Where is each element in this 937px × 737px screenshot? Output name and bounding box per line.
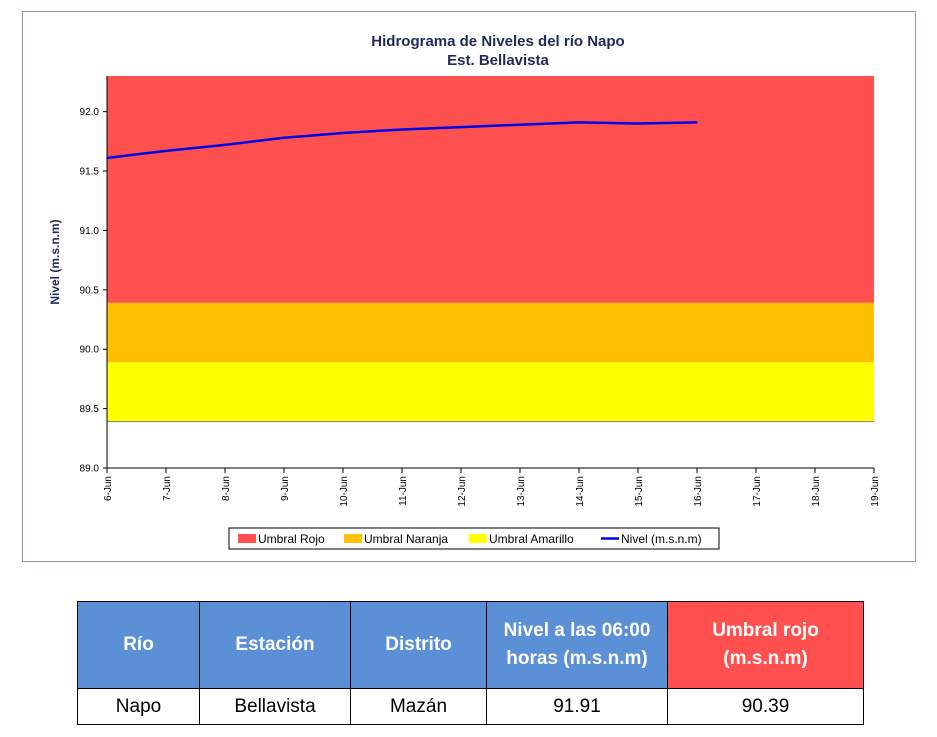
header-umbral-rojo: Umbral rojo (m.s.n.m) [667,601,864,689]
legend-swatch [469,534,487,543]
y-tick-label: 91.0 [80,226,100,237]
y-tick-label: 91.5 [80,167,100,178]
cell-estacion: Bellavista [199,688,351,725]
x-tick-label: 18-Jun [811,476,822,507]
x-tick-label: 10-Jun [339,476,350,507]
data-point [283,136,285,139]
cell-rio: Napo [77,688,200,725]
data-point [696,121,698,124]
data-point [106,157,108,159]
legend-label: Umbral Amarillo [489,532,574,546]
table-header-row: Río Estación Distrito Nivel a las 06:00 … [77,601,864,689]
data-point [224,144,226,146]
y-tick-label: 90.0 [80,345,100,356]
y-tick-label: 89.5 [80,404,100,415]
header-distrito: Distrito [350,601,487,689]
x-tick-label: 19-Jun [870,476,881,507]
cell-umbral-rojo: 90.39 [667,688,864,725]
data-point [342,132,344,134]
x-tick-label: 13-Jun [516,476,527,507]
band-umbral-rojo [107,76,874,303]
x-tick-label: 14-Jun [575,476,586,507]
data-point [401,128,403,131]
cell-distrito: Mazán [350,688,487,725]
chart-title: Hidrograma de Niveles del río Napo [371,33,624,50]
y-axis-label: Nivel (m.s.n.m) [48,219,62,304]
x-tick-label: 11-Jun [398,476,409,506]
x-tick-label: 8-Jun [221,476,232,501]
x-tick-label: 6-Jun [103,476,114,501]
chart-frame: Hidrograma de Niveles del río Napo Est. … [22,11,916,562]
header-estacion: Estación [199,601,351,689]
header-nivel: Nivel a las 06:00 horas (m.s.n.m) [486,601,668,689]
header-rio: Río [77,601,200,689]
y-tick-label: 89.0 [80,464,100,475]
cell-nivel: 91.91 [486,688,668,725]
x-tick-label: 12-Jun [457,476,468,507]
x-tick-label: 7-Jun [162,476,173,501]
data-point [460,126,462,128]
band-umbral-amarillo [107,362,874,422]
summary-table: Río Estación Distrito Nivel a las 06:00 … [77,601,864,725]
y-tick-label: 90.5 [80,285,100,296]
table-row: Napo Bellavista Mazán 91.91 90.39 [77,688,864,725]
legend-swatch [344,534,362,543]
y-tick-label: 92.0 [80,107,100,118]
x-tick-label: 16-Jun [693,476,704,507]
legend-label: Umbral Rojo [258,532,325,546]
band-umbral-naranja [107,302,874,363]
x-tick-label: 17-Jun [752,476,763,507]
data-point [578,121,580,124]
hydrograph-chart: Hidrograma de Niveles del río Napo Est. … [48,33,881,550]
data-point [165,150,167,152]
legend-swatch [238,534,256,543]
x-tick-label: 9-Jun [280,476,291,501]
x-tick-label: 15-Jun [634,476,645,507]
data-point [637,122,639,125]
legend-label: Nivel (m.s.n.m) [621,532,702,546]
chart-subtitle: Est. Bellavista [447,52,549,69]
data-point [519,123,521,126]
legend-label: Umbral Naranja [364,532,448,546]
